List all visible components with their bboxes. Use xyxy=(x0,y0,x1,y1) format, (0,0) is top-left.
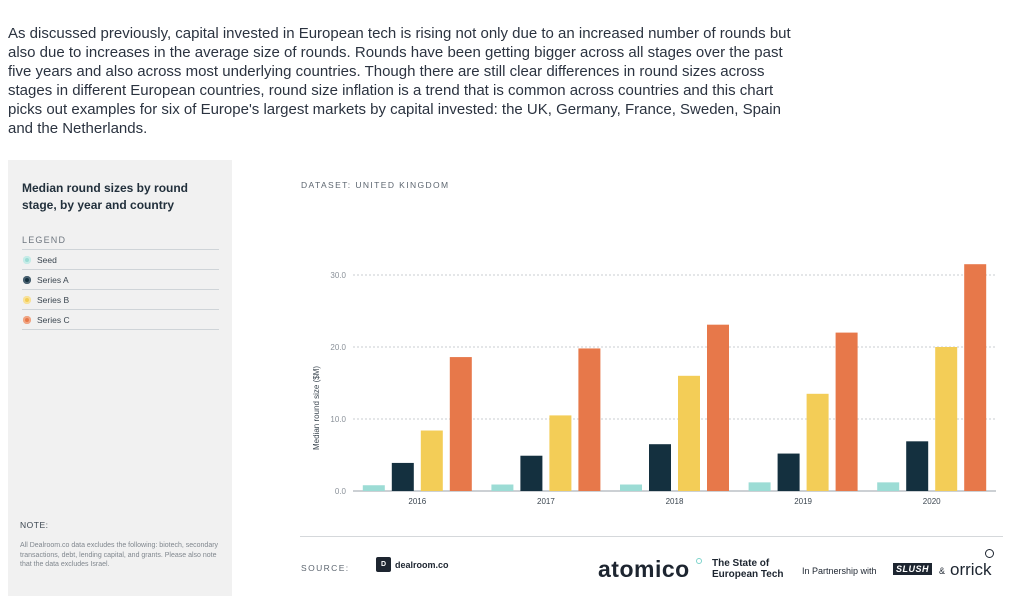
dataset-label: DATASET: UNITED KINGDOM xyxy=(301,180,450,190)
note-text: All Dealroom.co data excludes the follow… xyxy=(20,542,219,568)
ampersand: & xyxy=(939,566,946,576)
atomico-dot-icon xyxy=(696,558,702,564)
legend-label: Series B xyxy=(37,294,70,305)
legend-list: Seed Series A Series B Series C xyxy=(22,249,219,330)
x-tick-label: 2017 xyxy=(537,497,555,506)
bar-seed xyxy=(748,482,771,491)
bar-seed xyxy=(877,482,900,491)
bar-series-c xyxy=(964,264,987,491)
x-tick-label: 2018 xyxy=(666,497,684,506)
footer-divider xyxy=(300,536,1003,537)
y-tick-label: 10.0 xyxy=(330,415,346,424)
series-c-dot-icon xyxy=(23,315,31,324)
legend-label: Series C xyxy=(37,314,70,325)
bar-series-b xyxy=(678,375,700,491)
dealroom-mark-icon: D xyxy=(376,557,391,572)
bar-series-a xyxy=(391,462,414,491)
orrick-ring-icon xyxy=(985,549,994,558)
state-line-1: The State of xyxy=(712,558,770,569)
legend-item-series-a[interactable]: Series A xyxy=(22,269,219,289)
legend-item-series-b[interactable]: Series B xyxy=(22,289,219,309)
state-of-european-tech-logo: The State of European Tech xyxy=(712,558,784,580)
bar-series-c xyxy=(578,348,601,491)
legend-label: Series A xyxy=(37,274,69,285)
legend-label: Seed xyxy=(37,254,57,265)
x-tick-label: 2019 xyxy=(794,497,812,506)
bar-series-c xyxy=(449,357,472,491)
bar-series-c xyxy=(835,332,858,491)
dealroom-logo: D dealroom.co xyxy=(376,557,449,572)
note-heading: NOTE: xyxy=(20,520,49,530)
series-a-dot-icon xyxy=(23,275,31,284)
legend-heading: LEGEND xyxy=(22,235,67,245)
bar-seed xyxy=(620,484,642,491)
slush-logo: SLUSH xyxy=(893,563,933,575)
dealroom-text: dealroom.co xyxy=(395,559,449,570)
bar-series-a xyxy=(906,441,929,491)
atomico-logo: atomico xyxy=(598,556,690,582)
partnership-text: In Partnership with xyxy=(802,566,877,576)
legend-item-seed[interactable]: Seed xyxy=(22,249,219,269)
bar-series-b xyxy=(420,430,443,491)
y-tick-label: 0.0 xyxy=(335,487,347,496)
sidebar-panel: Median round sizes by round stage, by ye… xyxy=(8,160,232,596)
bar-series-b xyxy=(935,347,958,491)
x-tick-label: 2020 xyxy=(923,497,941,506)
y-tick-label: 30.0 xyxy=(330,271,346,280)
bar-series-b xyxy=(549,415,572,491)
bar-series-a xyxy=(777,453,800,491)
bar-series-b xyxy=(806,393,829,491)
legend-item-series-c[interactable]: Series C xyxy=(22,309,219,330)
source-label: SOURCE: xyxy=(301,563,350,573)
bar-seed xyxy=(362,485,385,491)
intro-paragraph: As discussed previously, capital investe… xyxy=(8,25,791,137)
bar-series-c xyxy=(707,324,729,491)
panel-title: Median round sizes by round stage, by ye… xyxy=(22,181,189,212)
bar-series-a xyxy=(520,455,543,491)
x-tick-label: 2016 xyxy=(408,497,426,506)
seed-dot-icon xyxy=(23,255,31,264)
series-b-dot-icon xyxy=(23,295,31,304)
orrick-logo: orrick xyxy=(950,560,992,579)
y-axis-label: Median round size ($M) xyxy=(312,366,321,450)
state-line-2: European Tech xyxy=(712,569,784,580)
y-tick-label: 20.0 xyxy=(330,343,346,352)
bar-seed xyxy=(491,484,514,491)
bar-series-a xyxy=(649,444,671,491)
